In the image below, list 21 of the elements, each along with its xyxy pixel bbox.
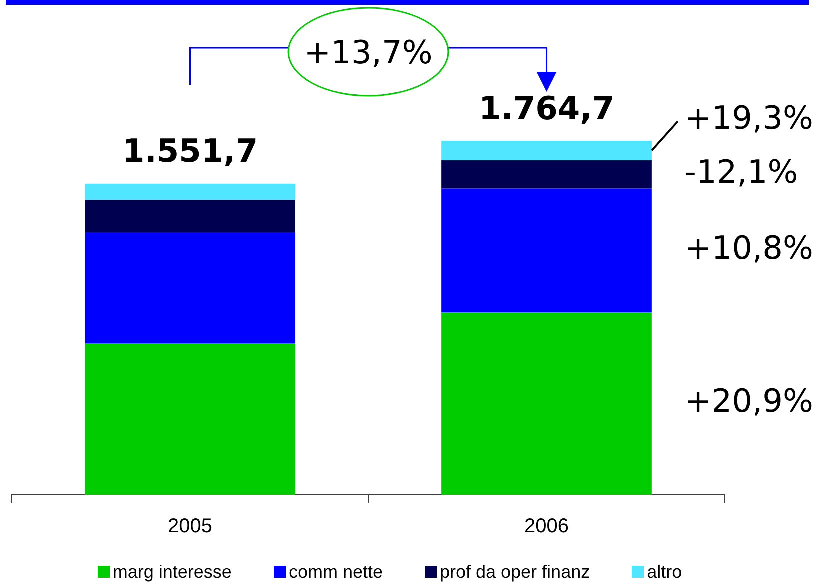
text: +13,7% [304,33,433,72]
x-tick-label: 2006 [524,516,569,538]
bar [85,343,296,495]
bar [442,312,652,495]
annotation: +10,8% [684,229,814,268]
x-tick-label: 2005 [168,516,212,538]
annotation: +20,9% [684,382,814,420]
legend-label: comm nette [288,562,383,582]
bar [442,188,652,313]
legend-label: altro [647,562,682,582]
bar [85,232,296,344]
legend-label: prof da oper finanz [440,562,590,582]
bar [442,160,652,189]
annotation: 1.551,7 [122,132,258,170]
annotation: 1.764,7 [478,89,615,128]
legend-label: marg interesse [112,562,232,582]
bar [85,200,296,232]
text: +19,3% [684,98,814,137]
bar [85,184,296,200]
annotation: -12,1% [684,152,798,191]
bar [442,140,652,160]
